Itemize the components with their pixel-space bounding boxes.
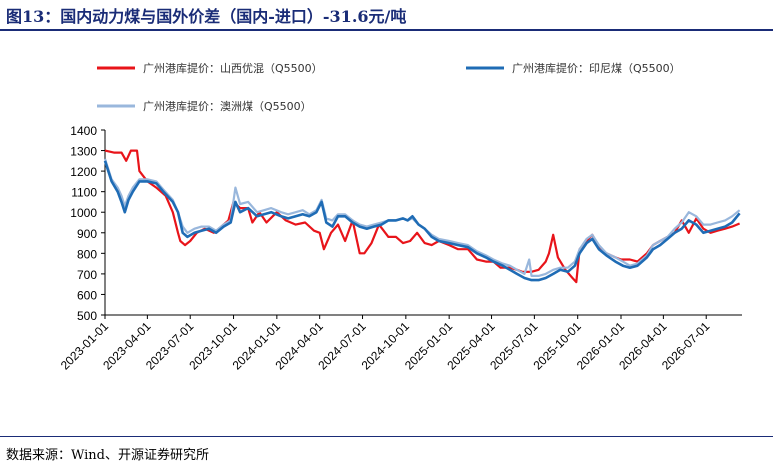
page-title: 图13：国内动力煤与国外价差（国内-进口）-31.6元/吨 xyxy=(6,7,407,26)
legend-label-1: 广州港库提价：印尼煤（Q5500） xyxy=(512,62,681,75)
y-tick-label: 500 xyxy=(77,309,97,323)
title-divider xyxy=(0,29,773,31)
y-tick-label: 900 xyxy=(77,227,97,241)
chart-series xyxy=(103,149,741,284)
y-tick-label: 700 xyxy=(77,268,97,282)
y-tick-label: 800 xyxy=(77,247,97,261)
series-line-0 xyxy=(104,149,741,284)
y-tick-label: 1200 xyxy=(70,165,97,179)
y-tick-label: 600 xyxy=(77,288,97,302)
source-divider xyxy=(0,436,773,437)
chart-legend: 广州港库提价：山西优混（Q5500） 广州港库提价：印尼煤（Q5500） 广州港库提… xyxy=(97,62,681,113)
source-note: 数据来源：Wind、开源证券研究所 xyxy=(6,448,209,463)
y-tick-label: 1000 xyxy=(70,206,97,220)
y-tick-label: 1100 xyxy=(71,186,97,200)
y-tick-label: 1400 xyxy=(70,124,97,138)
chart-axes: 500600700800900100011001200130014002023-… xyxy=(58,124,742,373)
legend-label-2: 广州港库提价：澳洲煤（Q5500） xyxy=(143,100,312,113)
series-line-1 xyxy=(103,160,741,282)
line-chart: 广州港库提价：山西优混（Q5500） 广州港库提价：印尼煤（Q5500） 广州港库提… xyxy=(58,62,742,373)
y-tick-label: 1300 xyxy=(70,145,97,159)
legend-label-0: 广州港库提价：山西优混（Q5500） xyxy=(143,62,323,75)
